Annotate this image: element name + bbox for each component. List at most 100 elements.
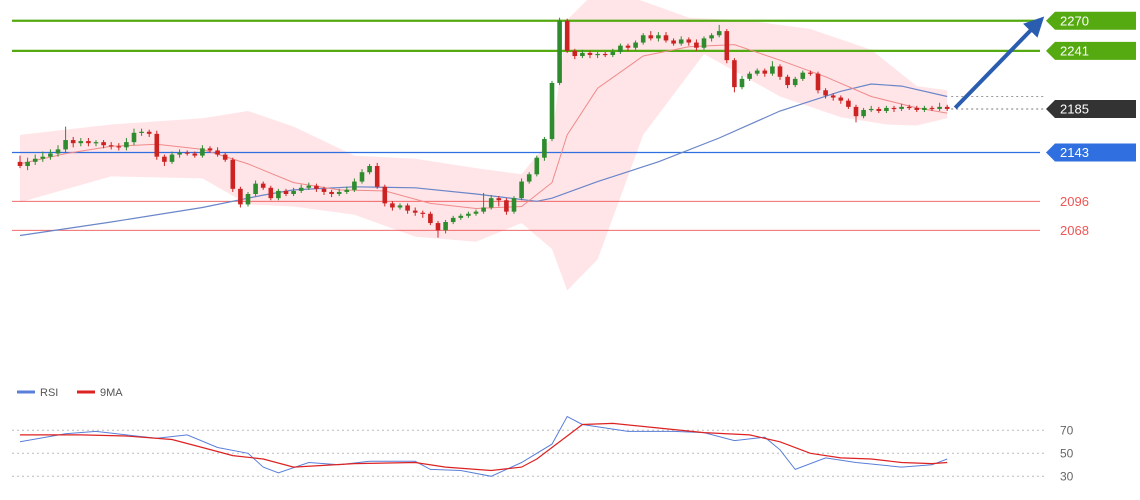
level-tag-2143	[1046, 143, 1136, 162]
candle-body	[32, 158, 38, 162]
candle-body	[732, 60, 737, 88]
candle-body	[519, 181, 524, 199]
level-label-2270: 2270	[1060, 13, 1089, 28]
candle-body	[625, 45, 631, 48]
rsi-9ma-line	[20, 422, 948, 472]
candle-body	[154, 133, 160, 157]
candle-body	[884, 107, 889, 112]
candle-body	[435, 223, 441, 231]
candle-body	[648, 35, 654, 39]
candle-body	[124, 142, 129, 148]
price-levels	[12, 19, 1046, 231]
candle-body	[146, 131, 152, 134]
candle-body	[336, 191, 342, 195]
candle-body	[792, 78, 798, 86]
candle-body	[222, 154, 228, 160]
candle-body	[374, 166, 380, 187]
candle-body	[473, 211, 479, 214]
rsi-lines	[19, 415, 948, 477]
candle-body	[846, 100, 851, 107]
candle-body	[754, 70, 760, 74]
candle-body	[785, 76, 790, 86]
rsi-legend-label: RSI	[40, 387, 58, 399]
candle-body	[382, 186, 388, 204]
candle-body	[572, 50, 578, 57]
rsi-gridlines: 70 50 30	[12, 423, 1074, 483]
candle-body	[359, 172, 365, 182]
candle-body	[268, 187, 274, 199]
candle-body	[823, 90, 828, 96]
candle-body	[131, 132, 137, 143]
fast-moving-average-line	[19, 44, 948, 210]
candle-body	[283, 190, 289, 195]
candle-body	[534, 157, 540, 175]
candle-body	[450, 217, 456, 223]
candle-body	[808, 72, 813, 74]
ma9-legend-label: 9MA	[100, 387, 123, 399]
candle-body	[542, 139, 547, 158]
candle-body	[108, 145, 114, 147]
candle-body	[914, 107, 920, 110]
rsi-tick-50: 50	[1060, 446, 1074, 460]
candle-body	[329, 191, 334, 195]
candle-body	[868, 108, 874, 111]
candle-body	[306, 185, 312, 188]
rsi-tick-70: 70	[1060, 423, 1074, 437]
volatility-band	[20, 0, 948, 291]
level-tag-2270	[1046, 11, 1136, 30]
rsi-line	[19, 415, 948, 477]
candle-body	[929, 107, 935, 110]
candle-body	[25, 161, 30, 166]
candle-body	[405, 205, 410, 211]
level-label-2096: 2096	[1060, 194, 1089, 209]
candle-body	[618, 45, 623, 52]
candle-body	[17, 161, 23, 166]
candle-body	[777, 66, 783, 77]
candle-body	[40, 156, 46, 159]
candle-body	[93, 142, 99, 144]
candle-body	[944, 106, 950, 109]
candle-body	[922, 107, 927, 110]
candle-body	[739, 78, 745, 88]
candle-body	[55, 149, 61, 154]
candle-body	[276, 190, 281, 199]
candle-body	[458, 215, 464, 218]
candle-body	[238, 188, 243, 205]
candle-body	[169, 154, 175, 162]
candle-body	[526, 174, 532, 182]
candle-body	[747, 73, 752, 79]
candle-body	[564, 20, 570, 51]
candle-body	[762, 70, 768, 74]
candle-body	[162, 156, 167, 162]
candle-body	[891, 107, 897, 110]
candle-body	[207, 148, 213, 151]
candle-body	[580, 52, 585, 57]
candle-body	[853, 106, 859, 117]
candle-body	[724, 31, 730, 61]
candle-body	[70, 140, 76, 144]
candle-body	[694, 42, 699, 48]
level-tag-2241	[1046, 41, 1136, 60]
candle-body	[504, 200, 509, 212]
candle-body	[595, 53, 600, 56]
slow-moving-average-line	[19, 83, 948, 237]
candle-body	[253, 183, 258, 195]
candle-body	[800, 72, 806, 79]
candlesticks	[17, 17, 950, 238]
bollinger-band-area	[20, 0, 948, 291]
candle-body	[602, 53, 608, 56]
candle-body	[671, 40, 676, 44]
candle-body	[838, 97, 844, 101]
candle-body	[116, 146, 122, 148]
candle-body	[101, 142, 106, 146]
candle-body	[716, 31, 722, 36]
candle-body	[481, 207, 486, 212]
candle-body	[640, 35, 646, 43]
candle-body	[352, 181, 357, 190]
candle-body	[937, 106, 942, 109]
candle-body	[397, 205, 403, 208]
candle-body	[488, 198, 494, 208]
candle-body	[139, 131, 144, 133]
